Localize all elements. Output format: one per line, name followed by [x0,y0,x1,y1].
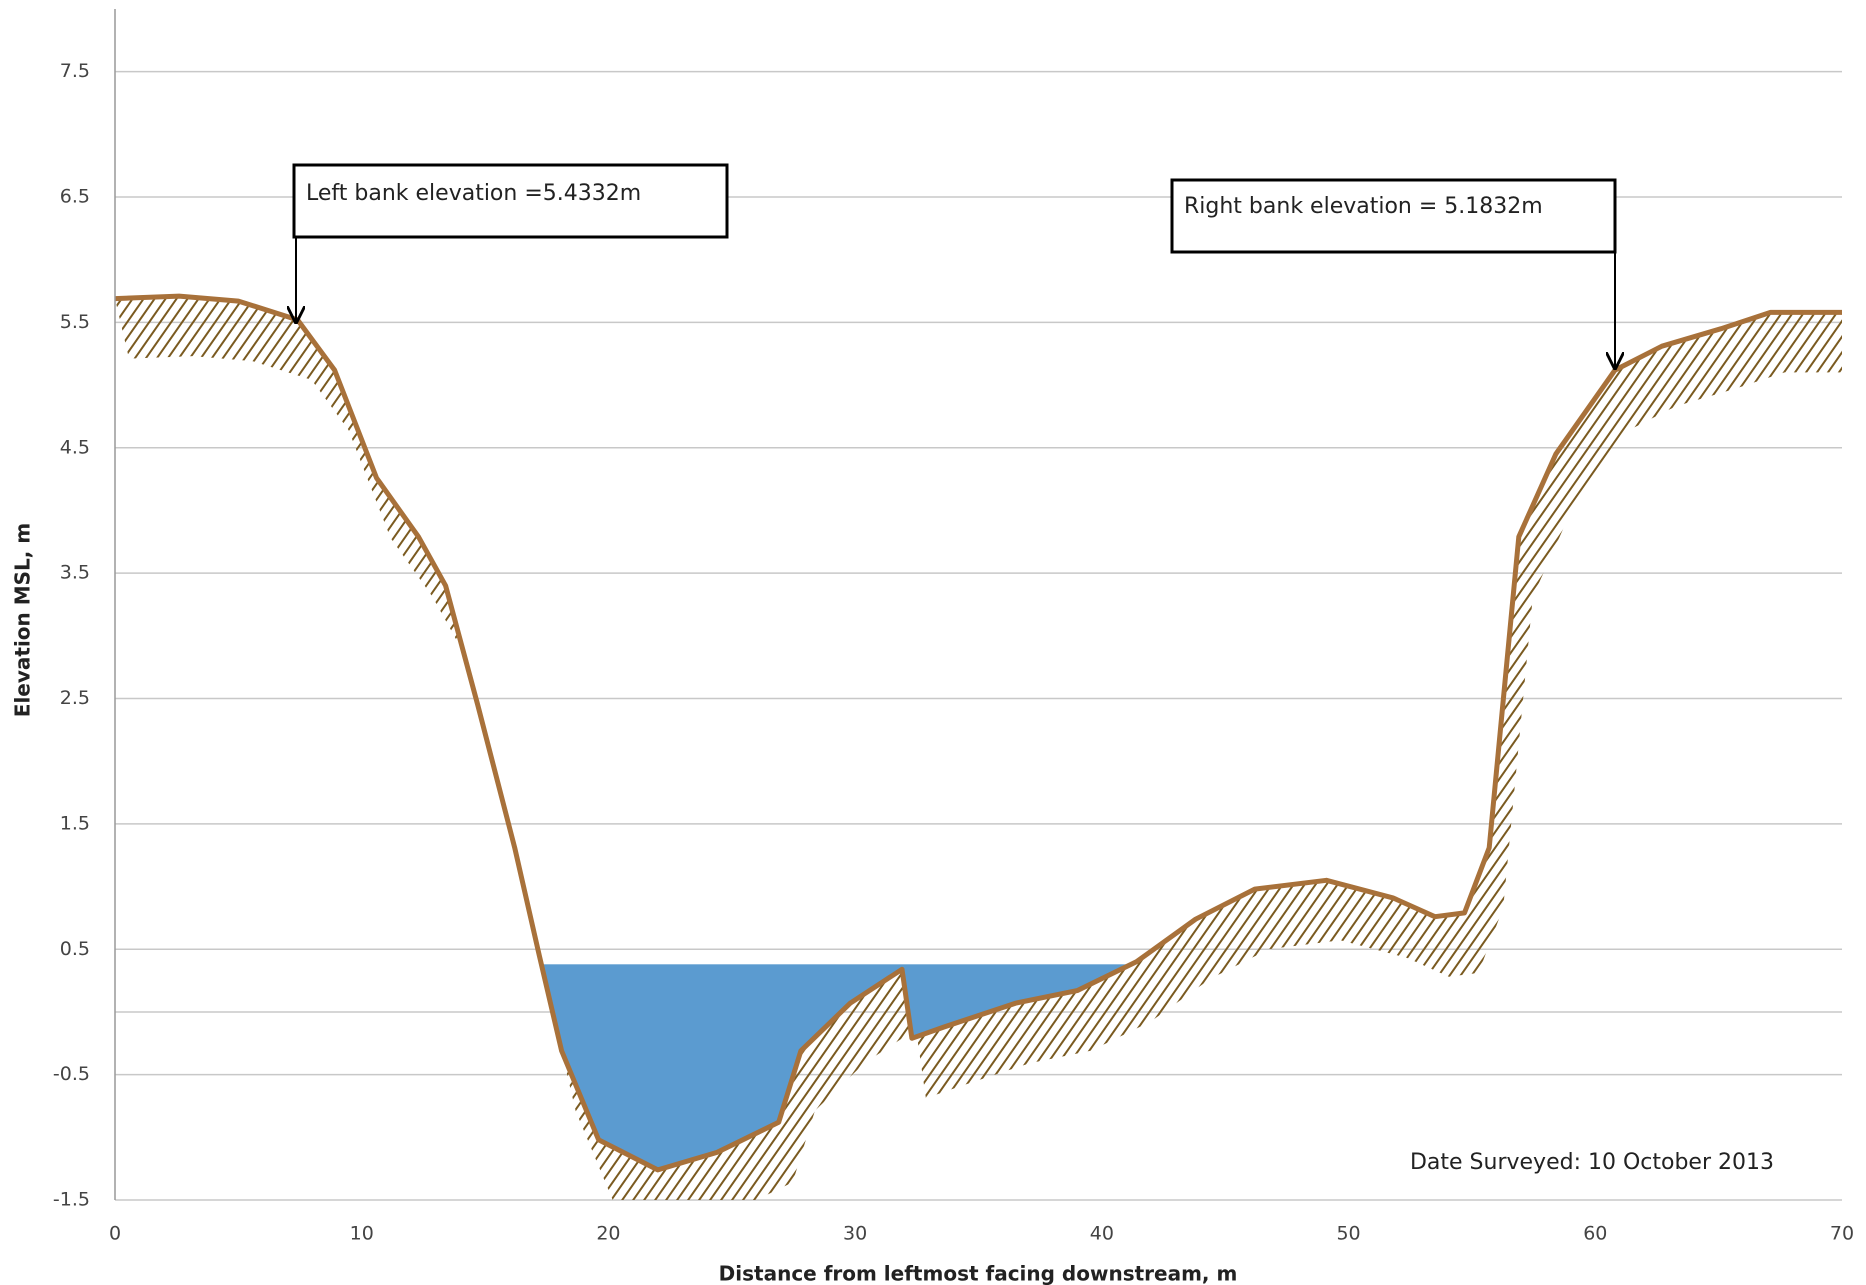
annotation-left: Left bank elevation =5.4332m [294,165,727,322]
x-tick-label: 30 [843,1223,867,1245]
bank-hatch [115,296,1856,1230]
y-tick-label: 4.5 [60,436,90,458]
annotation: Left bank elevation =5.4332m [306,181,641,206]
y-tick-label: -1.5 [53,1189,90,1211]
y-tick-label: 5.5 [60,311,90,333]
y-tick-label: 3.5 [60,562,90,584]
x-tick-label: 10 [350,1223,374,1245]
y-tick-label: -0.5 [53,1063,90,1085]
x-tick-label: 50 [1336,1223,1360,1245]
x-tick-label: 60 [1583,1223,1607,1245]
x-tick-label: 20 [596,1223,620,1245]
survey-date: Date Surveyed: 10 October 2013 [1410,1150,1774,1175]
y-axis-title: Elevation MSL, m [11,523,35,717]
plot [115,296,1856,1230]
y-tick-label: 2.5 [60,687,90,709]
x-tick-label: 70 [1830,1223,1854,1245]
y-tick-label: 7.5 [60,60,90,82]
annotation-right: Right bank elevation = 5.1832m [1172,180,1615,368]
y-tick-label: 6.5 [60,186,90,208]
chart: -1.5 -0.5 0.5 1.5 2.5 3.5 4.5 5.5 6.5 7.5 0 10 20 30 4… [0,0,1866,1285]
x-tick-label: 0 [109,1223,121,1245]
annotation: Right bank elevation = 5.1832m [1184,194,1543,219]
y-tick-label: 1.5 [60,812,90,834]
x-axis-title: Distance from leftmost facing downstream… [719,1262,1238,1285]
y-tick-label: 0.5 [60,938,90,960]
x-tick-label: 40 [1090,1223,1114,1245]
